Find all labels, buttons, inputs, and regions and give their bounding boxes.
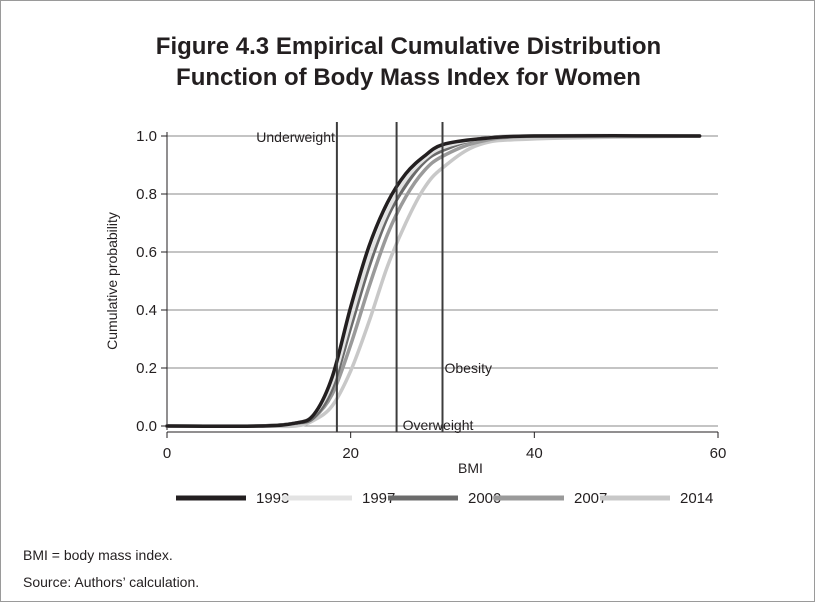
x-tick-label: 40 bbox=[526, 445, 543, 462]
series-line-1997 bbox=[165, 134, 702, 428]
y-tick-label: 0.4 bbox=[136, 302, 157, 319]
figure-title-line-1: Figure 4.3 Empirical Cumulative Distribu… bbox=[155, 33, 662, 60]
series-line-2007 bbox=[165, 133, 702, 428]
legend-label-1997: 1997 bbox=[362, 490, 395, 507]
figure-title: Figure 4.3 Empirical Cumulative Distribu… bbox=[1, 31, 815, 93]
y-axis-label: Cumulative probability bbox=[104, 212, 120, 350]
x-tick-label: 60 bbox=[710, 445, 727, 462]
legend-label-1993: 1993 bbox=[256, 490, 289, 507]
abbreviation-note: BMI = body mass index. bbox=[23, 547, 173, 563]
legend-label-2007: 2007 bbox=[574, 490, 607, 507]
y-tick-label: 0.8 bbox=[136, 186, 157, 203]
reference-label-underweight: Underweight bbox=[256, 129, 335, 145]
figure-title-line-2: Function of Body Mass Index for Women bbox=[176, 64, 641, 91]
source-note: Source: Authors’ calculation. bbox=[23, 574, 200, 590]
reference-label-overweight: Overweight bbox=[403, 417, 474, 433]
x-tick-label: 20 bbox=[342, 445, 359, 462]
series-line-1993 bbox=[165, 134, 702, 428]
y-tick-label: 0.0 bbox=[136, 418, 157, 435]
y-tick-label: 0.2 bbox=[136, 360, 157, 377]
reference-label-obesity: Obesity bbox=[445, 360, 492, 376]
series-line-2000 bbox=[165, 134, 702, 428]
y-tick-label: 1.0 bbox=[136, 128, 157, 145]
legend-label-2000: 2000 bbox=[468, 490, 501, 507]
series-line-2014 bbox=[165, 134, 702, 429]
x-tick-label: 0 bbox=[163, 445, 171, 462]
y-tick-label: 0.6 bbox=[136, 244, 157, 261]
x-axis-label: BMI bbox=[458, 460, 483, 476]
legend-label-2014: 2014 bbox=[680, 490, 713, 507]
